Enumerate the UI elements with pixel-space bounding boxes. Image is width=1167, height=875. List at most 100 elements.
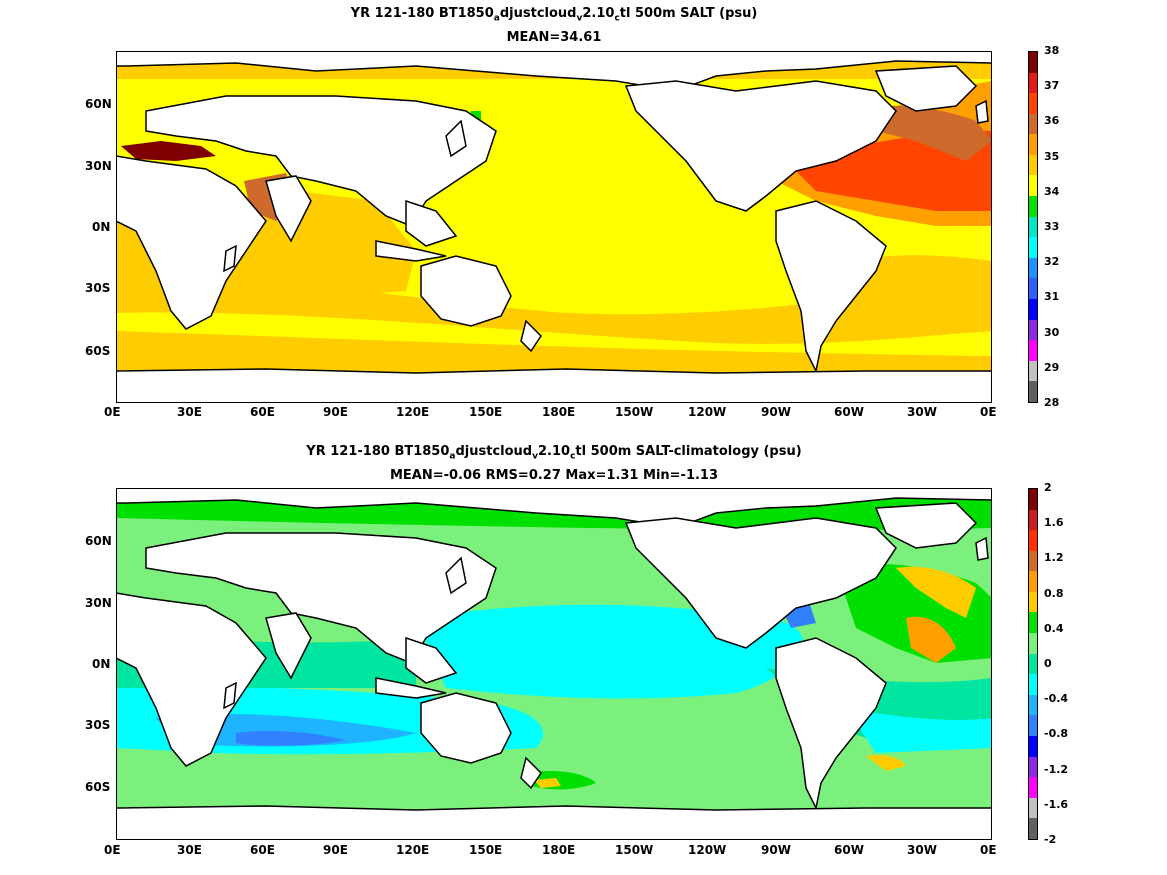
colorbar-segment bbox=[1029, 653, 1037, 675]
colorbar-segment bbox=[1029, 530, 1037, 551]
colorbar-tick-label: 28 bbox=[1044, 396, 1060, 409]
lon-tick: 60W bbox=[834, 405, 864, 419]
lon-tick: 120E bbox=[396, 843, 430, 857]
lon-tick: 90E bbox=[323, 843, 348, 857]
colorbar-segment bbox=[1029, 113, 1037, 135]
colorbar-segment bbox=[1029, 797, 1037, 819]
colorbar-segment bbox=[1029, 694, 1037, 716]
lat-tick: 30S bbox=[85, 281, 111, 295]
colorbar-tick-label: -2 bbox=[1044, 833, 1057, 846]
colorbar-tick-label: -1.6 bbox=[1044, 797, 1069, 811]
colorbar-tick-label: 29 bbox=[1044, 360, 1060, 374]
lon-tick: 0E bbox=[980, 843, 997, 857]
lon-tick: 120E bbox=[396, 405, 430, 419]
colorbar-tick-label: 1.6 bbox=[1044, 516, 1064, 530]
colorbar-segment bbox=[1029, 237, 1037, 258]
colorbar-tick-label: 36 bbox=[1044, 114, 1060, 128]
lat-tick: 60S bbox=[85, 344, 111, 358]
lon-tick: 120W bbox=[688, 843, 727, 857]
colorbar-segment bbox=[1029, 509, 1037, 531]
lon-tick: 120W bbox=[688, 405, 727, 419]
colorbar-segment bbox=[1029, 715, 1037, 736]
lon-tick: 30E bbox=[177, 405, 202, 419]
colorbar-tick-label: 31 bbox=[1044, 290, 1060, 304]
colorbar-tick-label: 33 bbox=[1044, 220, 1060, 233]
colorbar-tick-label: 2 bbox=[1044, 481, 1052, 494]
colorbar-segment bbox=[1029, 571, 1037, 592]
colorbar-anomaly bbox=[1028, 488, 1038, 840]
lon-tick: 180E bbox=[542, 405, 576, 419]
colorbar-tick-label: 37 bbox=[1044, 79, 1060, 93]
colorbar-segment bbox=[1029, 381, 1037, 402]
lat-tick: 60S bbox=[85, 780, 111, 794]
lon-tick: 90E bbox=[323, 405, 348, 419]
colorbar-segment bbox=[1029, 52, 1037, 73]
lon-tick: 60W bbox=[834, 843, 864, 857]
colorbar-segment bbox=[1029, 489, 1037, 510]
colorbar-tick-label: -0.8 bbox=[1044, 727, 1069, 741]
colorbar-tick-label: 0 bbox=[1044, 657, 1052, 670]
panel1-subtitle: MEAN=34.61 bbox=[506, 30, 602, 45]
colorbar-tick-label: 0.8 bbox=[1044, 586, 1064, 600]
lon-tick: 150W bbox=[615, 843, 654, 857]
colorbar-tick-label: 34 bbox=[1044, 184, 1060, 198]
colorbar-segment bbox=[1029, 278, 1037, 299]
colorbar-segment bbox=[1029, 257, 1037, 279]
colorbar-tick-label: -0.4 bbox=[1044, 692, 1069, 706]
colorbar-segment bbox=[1029, 777, 1037, 798]
colorbar-tick-label: 38 bbox=[1044, 44, 1060, 57]
lon-tick: 0E bbox=[980, 405, 997, 419]
colorbar-tick-label: 1.2 bbox=[1044, 551, 1064, 565]
colorbar-tick-label: 35 bbox=[1044, 149, 1060, 163]
colorbar-segment bbox=[1029, 196, 1037, 217]
lat-tick: 30N bbox=[85, 596, 112, 610]
panel2-subtitle: MEAN=-0.06 RMS=0.27 Max=1.31 Min=-1.13 bbox=[389, 468, 719, 483]
colorbar-segment bbox=[1029, 93, 1037, 114]
lon-tick: 60E bbox=[250, 843, 275, 857]
colorbar-segment bbox=[1029, 134, 1037, 155]
colorbar-tick-label: 0.4 bbox=[1044, 621, 1064, 635]
lon-tick: 150E bbox=[469, 405, 503, 419]
colorbar-segment bbox=[1029, 340, 1037, 361]
salinity-map bbox=[116, 51, 992, 403]
lon-tick: 0E bbox=[104, 405, 121, 419]
colorbar-tick-label: 32 bbox=[1044, 255, 1060, 269]
lat-tick: 0N bbox=[92, 657, 111, 671]
colorbar-segment bbox=[1029, 298, 1037, 320]
colorbar-salinity bbox=[1028, 51, 1038, 403]
salinity-anomaly-map bbox=[116, 488, 992, 840]
lat-tick: 0N bbox=[92, 220, 111, 234]
lon-tick: 60E bbox=[250, 405, 275, 419]
colorbar-segment bbox=[1029, 175, 1037, 197]
colorbar-segment bbox=[1029, 674, 1037, 695]
colorbar-segment bbox=[1029, 633, 1037, 654]
colorbar-segment bbox=[1029, 216, 1037, 238]
colorbar-segment bbox=[1029, 319, 1037, 341]
lon-tick: 90W bbox=[761, 405, 791, 419]
colorbar-segment bbox=[1029, 591, 1037, 613]
colorbar-segment bbox=[1029, 72, 1037, 94]
colorbar-segment bbox=[1029, 612, 1037, 634]
panel1-title: YR 121-180 BT1850adjustcloudv2.10ctl 500… bbox=[350, 6, 758, 24]
colorbar-segment bbox=[1029, 756, 1037, 778]
lat-tick: 30S bbox=[85, 718, 111, 732]
colorbar-segment bbox=[1029, 550, 1037, 572]
lon-tick: 0E bbox=[104, 843, 121, 857]
lon-tick: 30W bbox=[907, 405, 937, 419]
lon-tick: 30E bbox=[177, 843, 202, 857]
panel2-title: YR 121-180 BT1850adjustcloudv2.10ctl 500… bbox=[306, 444, 802, 462]
lat-tick: 60N bbox=[85, 97, 112, 111]
lon-tick: 150W bbox=[615, 405, 654, 419]
lat-tick: 30N bbox=[85, 159, 112, 173]
lon-tick: 150E bbox=[469, 843, 503, 857]
colorbar-segment bbox=[1029, 360, 1037, 382]
lon-tick: 90W bbox=[761, 843, 791, 857]
colorbar-segment bbox=[1029, 154, 1037, 176]
colorbar-tick-label: -1.2 bbox=[1044, 762, 1069, 776]
colorbar-segment bbox=[1029, 735, 1037, 757]
colorbar-tick-label: 30 bbox=[1044, 325, 1060, 339]
lon-tick: 30W bbox=[907, 843, 937, 857]
colorbar-segment bbox=[1029, 818, 1037, 839]
lat-tick: 60N bbox=[85, 534, 112, 548]
lon-tick: 180E bbox=[542, 843, 576, 857]
